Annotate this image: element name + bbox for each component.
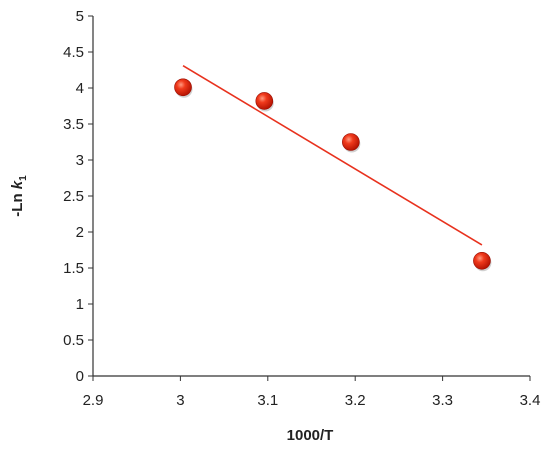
y-tick-label: 4: [76, 80, 84, 97]
data-point: [342, 133, 360, 151]
y-axis-title-subscript: 1: [18, 175, 29, 181]
y-tick-label: 2.5: [63, 188, 84, 205]
x-tick-label: 3: [176, 392, 184, 409]
y-tick-label: 0: [76, 368, 84, 385]
tick-labels: 0 0.5 1 1.5 2 2.5 3 3.5 4 4.5 5 2.9 3 3.1 3.2 3.3 3.4: [63, 8, 540, 409]
y-axis-title: -Ln k1: [9, 175, 29, 217]
data-point: [473, 251, 491, 270]
trendline: [182, 64, 483, 246]
y-axis-title-symbol: k: [9, 180, 26, 189]
trendline-layer: [182, 64, 483, 246]
data-point: [255, 92, 274, 110]
x-tick-label: 3.4: [520, 392, 541, 409]
x-tick-label: 3.2: [345, 392, 366, 409]
x-axis-title: 1000/T: [287, 427, 334, 444]
x-tick-label: 3.3: [432, 392, 453, 409]
y-tick-label: 1.5: [63, 260, 84, 277]
y-tick-label: 0.5: [63, 332, 84, 349]
y-tick-label: 3: [76, 152, 84, 169]
y-tick-label: 1: [76, 296, 84, 313]
data-point: [174, 78, 192, 97]
y-tick-label: 3.5: [63, 116, 84, 133]
axes: [88, 15, 531, 381]
y-tick-label: 5: [76, 8, 84, 25]
data-points: [174, 78, 492, 272]
x-tick-label: 2.9: [83, 392, 104, 409]
y-axis-title-prefix: -Ln: [9, 189, 26, 217]
y-tick-label: 2: [76, 224, 84, 241]
x-tick-label: 3.1: [257, 392, 278, 409]
y-tick-label: 4.5: [63, 44, 84, 61]
